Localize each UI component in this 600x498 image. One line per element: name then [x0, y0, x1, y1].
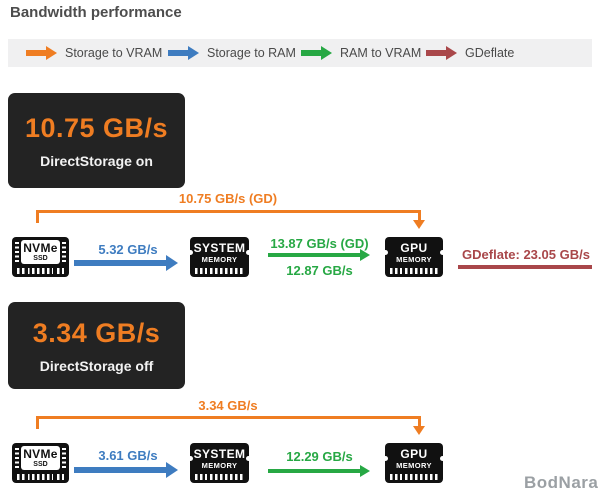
panel-label: DirectStorage off — [39, 357, 154, 374]
chip-sublabel: SSD — [33, 255, 48, 262]
legend-label: Storage to VRAM — [65, 46, 163, 60]
legend-label: Storage to RAM — [207, 46, 296, 60]
storage-to-vram-rate-label: 3.34 GB/s — [198, 398, 258, 413]
storage-to-vram-arrow-icon — [26, 46, 57, 60]
chip-label: NVMe — [23, 447, 58, 461]
gdeflate-rate-label: GDeflate: 23.05 GB/s — [462, 247, 590, 262]
system-memory-icon: SYSTEM MEMORY — [188, 237, 251, 277]
nvme-ssd-icon: NVMe SSD — [12, 237, 69, 277]
storage-to-ram-arrow — [74, 255, 178, 271]
ram-to-vram-rate-label: 12.87 GB/s — [286, 263, 353, 278]
legend-item-storage-to-ram: Storage to RAM — [168, 39, 296, 67]
chip-sublabel: SSD — [33, 461, 48, 468]
legend-label: GDeflate — [465, 46, 515, 60]
bandwidth-value: 3.34 GB/s — [32, 317, 161, 348]
chip-label: NVMe — [23, 241, 58, 255]
legend-item-ram-to-vram: RAM to VRAM — [301, 39, 421, 67]
chip-label: GPU — [400, 447, 428, 461]
storage-to-vram-rate-label: 10.75 GB/s (GD) — [178, 191, 278, 206]
gdeflate-underline — [458, 265, 592, 269]
chip-sublabel: MEMORY — [201, 255, 238, 264]
bandwidth-value: 10.75 GB/s — [24, 112, 169, 143]
chip-label: SYSTEM — [193, 241, 246, 255]
system-memory-icon: SYSTEM MEMORY — [188, 443, 251, 483]
page-title: Bandwidth performance — [10, 4, 182, 21]
gpu-memory-icon: GPU MEMORY — [383, 443, 445, 483]
legend-item-gdeflate: GDeflate — [426, 39, 514, 67]
legend-label: RAM to VRAM — [340, 46, 422, 60]
storage-to-ram-rate-label: 3.61 GB/s — [98, 448, 158, 463]
ram-to-vram-arrow — [268, 465, 370, 477]
legend-item-storage-to-vram: Storage to VRAM — [26, 39, 162, 67]
chip-sublabel: MEMORY — [396, 255, 432, 264]
storage-to-ram-rate-label: 5.32 GB/s — [98, 242, 158, 257]
storage-to-ram-arrow-icon — [168, 46, 199, 60]
chip-sublabel: MEMORY — [396, 461, 432, 470]
gpu-memory-icon: GPU MEMORY — [383, 237, 445, 277]
directstorage-off-panel: 3.34 GB/s DirectStorage off — [8, 302, 185, 389]
chip-label: GPU — [400, 241, 428, 255]
nvme-ssd-icon: NVMe SSD — [12, 443, 69, 483]
ram-to-vram-arrow — [268, 249, 370, 261]
bodnara-logo: BodNara — [524, 473, 599, 492]
ram-to-vram-rate-label: 12.29 GB/s — [286, 449, 353, 464]
storage-to-ram-arrow — [74, 462, 178, 478]
chip-label: SYSTEM — [193, 447, 246, 461]
directstorage-on-panel: 10.75 GB/s DirectStorage on — [8, 93, 185, 188]
panel-label: DirectStorage on — [40, 152, 153, 169]
gdeflate-arrow-icon — [426, 46, 457, 60]
ram-to-vram-arrow-icon — [301, 46, 332, 60]
legend-bar: Storage to VRAM Storage to RAM RAM to VR… — [8, 39, 592, 67]
ram-to-vram-gd-rate-label: 13.87 GB/s (GD) — [270, 236, 369, 251]
chip-sublabel: MEMORY — [201, 461, 238, 470]
